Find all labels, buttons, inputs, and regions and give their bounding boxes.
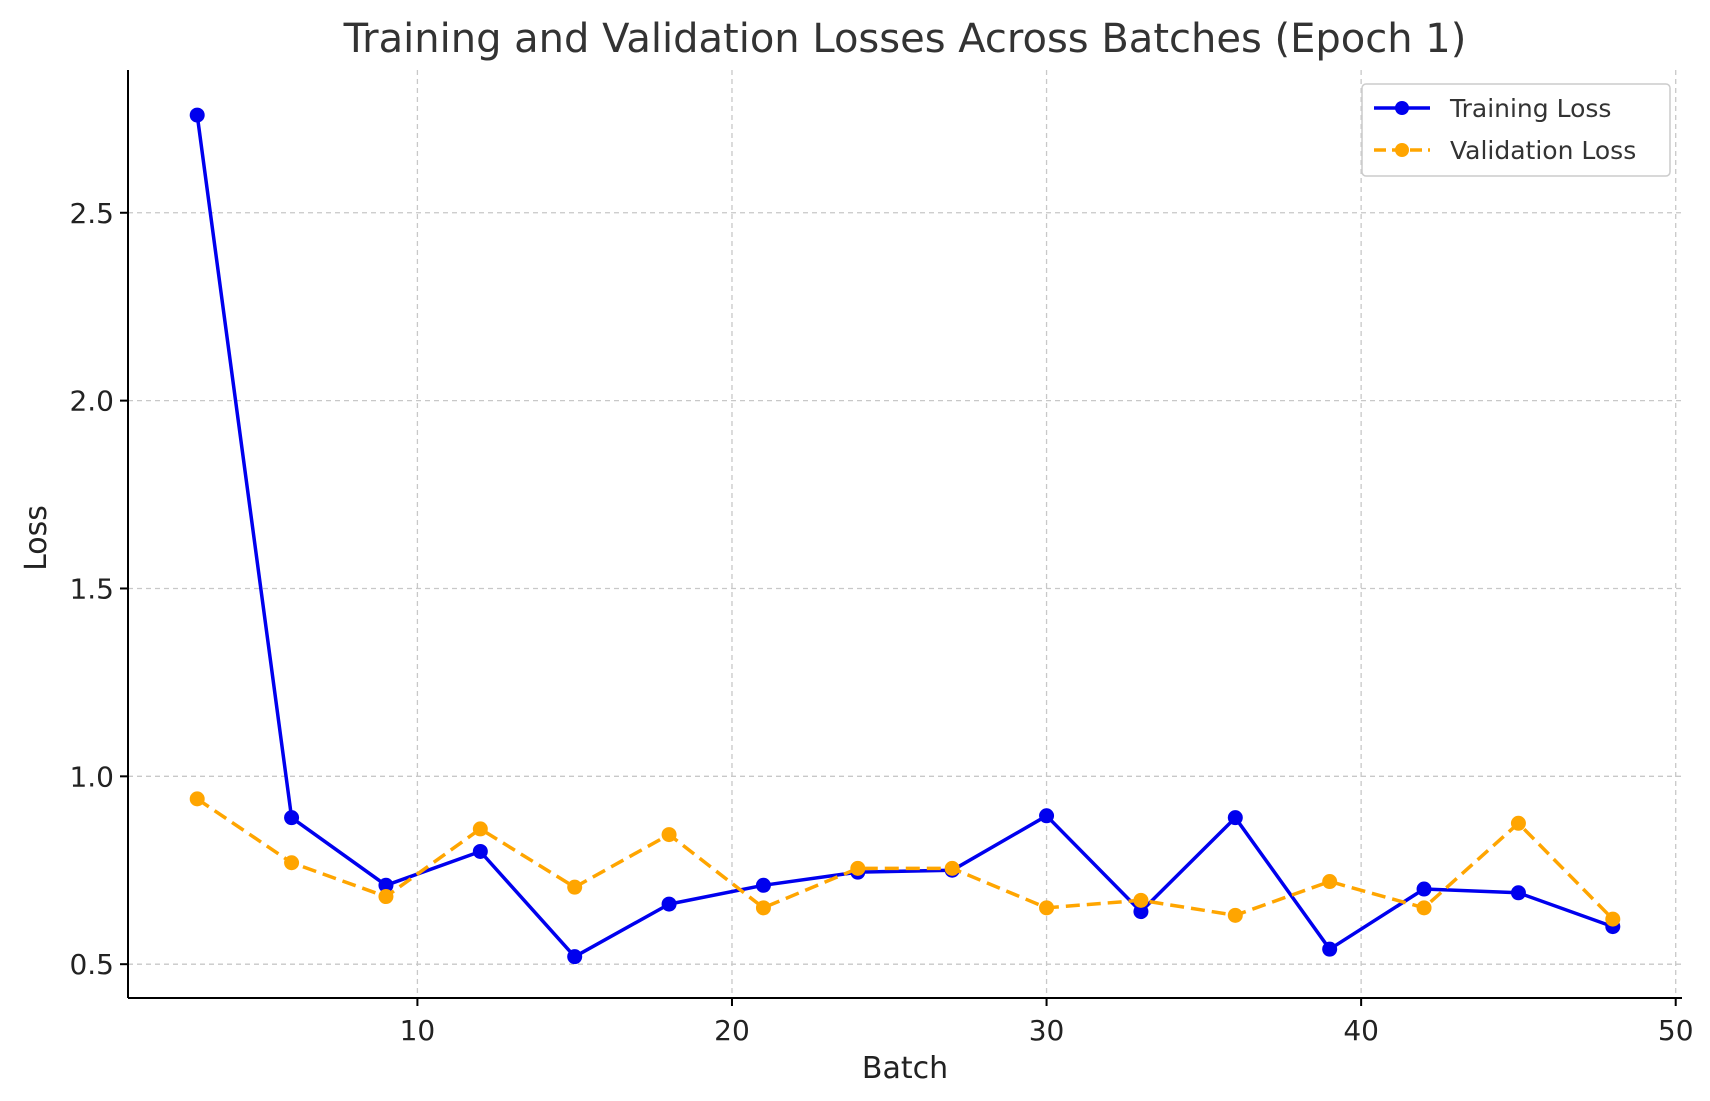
training-loss-line bbox=[195, 114, 1614, 959]
training-loss-point bbox=[284, 810, 300, 826]
x-axis-label: Batch bbox=[862, 1051, 948, 1086]
x-tick-label: 30 bbox=[1029, 1014, 1065, 1047]
legend-training-marker bbox=[1395, 101, 1409, 115]
y-tick-label: 2.5 bbox=[69, 197, 114, 230]
validation-loss-point bbox=[661, 827, 677, 843]
series bbox=[189, 107, 1621, 965]
training-loss-point bbox=[1133, 904, 1149, 920]
y-axis-label: Loss bbox=[19, 505, 54, 571]
validation-loss-point bbox=[472, 821, 488, 837]
legend-training-label: Training Loss bbox=[1449, 94, 1611, 123]
training-loss-point bbox=[1510, 885, 1526, 901]
training-loss-point bbox=[661, 896, 677, 912]
validation-loss-point bbox=[1605, 911, 1621, 927]
validation-loss-point bbox=[189, 791, 205, 807]
validation-loss-point bbox=[1510, 815, 1526, 831]
y-tick-label: 1.5 bbox=[69, 572, 114, 605]
training-loss-point bbox=[1322, 941, 1338, 957]
training-loss-point bbox=[378, 877, 394, 893]
y-tick-label: 1.0 bbox=[69, 760, 114, 793]
grid bbox=[128, 70, 1682, 998]
validation-loss-point bbox=[1133, 892, 1149, 908]
training-loss-point bbox=[1227, 810, 1243, 826]
validation-loss-point bbox=[1322, 874, 1338, 890]
training-loss-point bbox=[567, 949, 583, 965]
legend-validation-label: Validation Loss bbox=[1450, 136, 1636, 165]
validation-loss-point bbox=[284, 855, 300, 871]
axes bbox=[127, 70, 1682, 999]
validation-loss-point bbox=[567, 879, 583, 895]
x-tick-label: 50 bbox=[1658, 1014, 1694, 1047]
chart-title: Training and Validation Losses Across Ba… bbox=[343, 16, 1467, 62]
legend: Training Loss Validation Loss bbox=[1361, 83, 1671, 177]
legend-validation-marker bbox=[1395, 143, 1409, 157]
x-tick-label: 20 bbox=[714, 1014, 750, 1047]
x-tick-label: 10 bbox=[400, 1014, 436, 1047]
training-loss-point bbox=[1039, 808, 1055, 824]
validation-loss-point bbox=[378, 889, 394, 905]
validation-loss-point bbox=[1039, 900, 1055, 916]
training-loss-point bbox=[189, 107, 205, 123]
y-tick-label: 2.0 bbox=[69, 385, 114, 418]
validation-loss-line bbox=[196, 797, 1615, 921]
legend-box bbox=[1361, 83, 1671, 177]
validation-loss-point bbox=[1227, 907, 1243, 923]
validation-loss-point bbox=[850, 860, 866, 876]
y-tick-label: 0.5 bbox=[69, 948, 114, 981]
training-loss-point bbox=[1416, 881, 1432, 897]
x-tick-label: 40 bbox=[1343, 1014, 1379, 1047]
training-loss-point bbox=[472, 843, 488, 859]
training-loss-point bbox=[755, 877, 771, 893]
validation-loss-point bbox=[1416, 900, 1432, 916]
validation-loss-point bbox=[944, 860, 960, 876]
validation-loss-point bbox=[755, 900, 771, 916]
ticks: 10 20 30 40 50 0.5 1.0 1.5 2.0 2.5 bbox=[69, 197, 1693, 1047]
